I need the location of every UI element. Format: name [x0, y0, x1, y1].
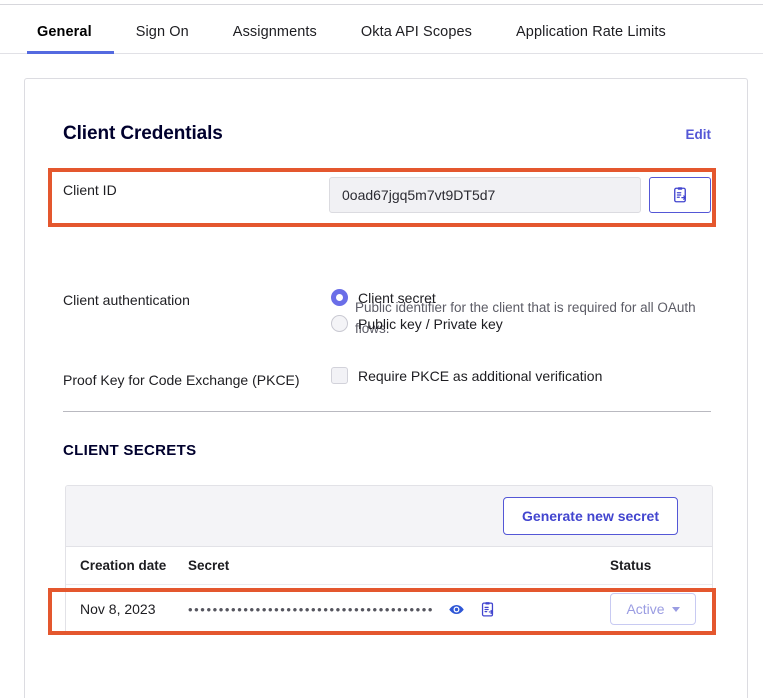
status-badge: Active	[626, 601, 665, 617]
radio-option-client-secret-label: Client secret	[358, 289, 436, 306]
status-dropdown[interactable]: Active	[610, 593, 696, 625]
radio-option-public-private-key-label: Public key / Private key	[358, 315, 503, 332]
tab-application-rate-limits-label: Application Rate Limits	[516, 24, 666, 40]
radio-unselected-icon	[331, 315, 348, 332]
copy-clipboard-icon	[481, 601, 494, 617]
radio-selected-icon	[331, 289, 348, 306]
cell-creation-date: Nov 8, 2023	[80, 601, 156, 617]
client-authentication-radio-group: Client secret Public key / Private key	[331, 287, 503, 332]
copy-clipboard-icon	[674, 187, 686, 203]
radio-option-client-secret[interactable]: Client secret	[331, 289, 503, 306]
client-secrets-toolbar: Generate new secret	[66, 486, 712, 547]
tab-assignments[interactable]: Assignments	[211, 10, 339, 54]
tab-sign-on-label: Sign On	[135, 24, 189, 40]
tab-bar: General Sign On Assignments Okta API Sco…	[0, 10, 763, 54]
page-title: Client Credentials	[63, 123, 223, 144]
tab-assignments-label: Assignments	[232, 24, 317, 40]
client-id-helper-text: Public identifier for the client that is…	[355, 300, 696, 336]
generate-new-secret-button[interactable]: Generate new secret	[503, 497, 678, 535]
table-row: Nov 8, 2023 ••••••••••••••••••••••••••••…	[66, 585, 712, 633]
client-id-copy-button[interactable]	[649, 177, 711, 213]
pkce-row: Proof Key for Code Exchange (PKCE) Requi…	[63, 367, 711, 388]
client-secrets-table: Generate new secret Creation date Secret…	[65, 485, 713, 634]
table-header-row: Creation date Secret Status	[66, 547, 712, 585]
client-id-input[interactable]: 0oad67jgq5m7vt9DT5d7	[329, 177, 641, 213]
column-header-status: Status	[610, 558, 652, 573]
client-credentials-card: Client Credentials Edit Client ID 0oad67…	[24, 78, 748, 698]
tab-general-label: General	[37, 24, 92, 40]
client-id-label: Client ID	[63, 182, 117, 198]
edit-button[interactable]: Edit	[685, 127, 712, 142]
tab-general[interactable]: General	[27, 10, 114, 54]
pkce-label: Proof Key for Code Exchange (PKCE)	[63, 372, 300, 388]
cell-secret: ••••••••••••••••••••••••••••••••••••••••	[188, 601, 604, 618]
checkbox-unchecked-icon	[331, 367, 348, 384]
tab-okta-api-scopes[interactable]: Okta API Scopes	[339, 10, 494, 54]
window-top-divider	[0, 4, 763, 5]
cell-status: Active	[604, 593, 712, 625]
reveal-secret-button[interactable]	[448, 601, 465, 618]
section-divider	[63, 411, 711, 412]
copy-secret-button[interactable]	[479, 601, 496, 618]
client-authentication-label: Client authentication	[63, 292, 190, 308]
secret-masked-value: ••••••••••••••••••••••••••••••••••••••••	[188, 602, 435, 616]
client-authentication-row: Client authentication Client secret Publ…	[63, 287, 711, 332]
radio-option-public-private-key[interactable]: Public key / Private key	[331, 315, 503, 332]
pkce-checkbox-option[interactable]: Require PKCE as additional verification	[331, 367, 602, 384]
chevron-down-icon	[671, 606, 680, 612]
eye-icon	[449, 604, 464, 614]
tab-list: General Sign On Assignments Okta API Sco…	[27, 10, 688, 54]
tab-application-rate-limits[interactable]: Application Rate Limits	[494, 10, 688, 54]
tab-sign-on[interactable]: Sign On	[114, 10, 211, 54]
column-header-creation-date: Creation date	[80, 558, 167, 573]
client-id-control: 0oad67jgq5m7vt9DT5d7	[329, 177, 711, 213]
client-secrets-title: CLIENT SECRETS	[63, 442, 197, 459]
client-id-row: Client ID 0oad67jgq5m7vt9DT5d7	[63, 177, 711, 213]
column-header-secret: Secret	[188, 558, 230, 573]
pkce-checkbox-label: Require PKCE as additional verification	[358, 367, 603, 384]
tab-okta-api-scopes-label: Okta API Scopes	[360, 24, 473, 40]
section-header: Client Credentials Edit	[63, 123, 711, 145]
